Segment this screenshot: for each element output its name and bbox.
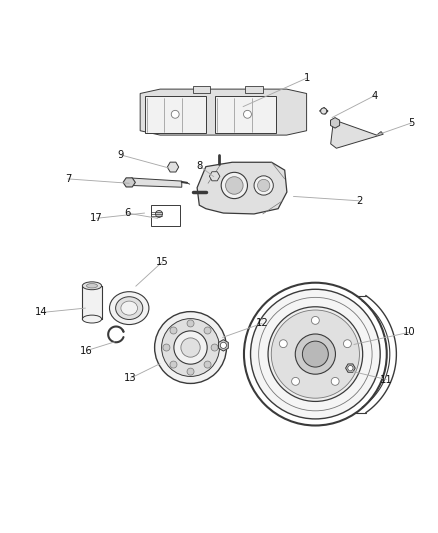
Circle shape <box>254 176 273 195</box>
Circle shape <box>170 327 177 334</box>
Text: 17: 17 <box>90 213 103 223</box>
Circle shape <box>292 377 300 385</box>
Polygon shape <box>331 121 383 148</box>
Circle shape <box>174 331 207 364</box>
Text: 2: 2 <box>356 196 362 206</box>
Text: 16: 16 <box>80 345 93 356</box>
Text: 10: 10 <box>403 327 416 337</box>
Circle shape <box>221 172 247 199</box>
Polygon shape <box>123 178 135 187</box>
Text: 11: 11 <box>380 375 393 384</box>
Polygon shape <box>140 89 307 135</box>
Polygon shape <box>346 364 355 372</box>
Circle shape <box>169 163 177 172</box>
Ellipse shape <box>82 282 102 290</box>
Circle shape <box>331 377 339 385</box>
Bar <box>193 86 210 93</box>
Text: 5: 5 <box>409 118 415 128</box>
Circle shape <box>311 317 319 325</box>
Bar <box>245 86 263 93</box>
Circle shape <box>258 179 270 191</box>
Circle shape <box>204 327 211 334</box>
Polygon shape <box>167 162 179 172</box>
Text: 13: 13 <box>124 373 137 383</box>
Circle shape <box>268 307 363 401</box>
Text: 7: 7 <box>65 174 71 184</box>
Circle shape <box>251 289 380 419</box>
Ellipse shape <box>82 315 102 323</box>
Polygon shape <box>219 340 228 351</box>
Circle shape <box>170 361 177 368</box>
Circle shape <box>220 342 226 349</box>
Circle shape <box>302 341 328 367</box>
Circle shape <box>343 340 351 348</box>
Polygon shape <box>209 172 220 181</box>
Ellipse shape <box>110 292 149 325</box>
Circle shape <box>181 338 200 357</box>
Circle shape <box>187 320 194 327</box>
Circle shape <box>171 110 179 118</box>
Circle shape <box>226 177 243 194</box>
Circle shape <box>279 340 287 348</box>
Text: 9: 9 <box>117 150 124 160</box>
Circle shape <box>163 344 170 351</box>
Circle shape <box>348 366 353 371</box>
Text: 6: 6 <box>124 208 130 218</box>
Text: 12: 12 <box>255 318 268 328</box>
Bar <box>215 96 276 133</box>
Bar <box>145 96 206 133</box>
Circle shape <box>155 312 226 383</box>
Text: 4: 4 <box>371 91 378 101</box>
Ellipse shape <box>86 284 97 288</box>
Circle shape <box>211 344 218 351</box>
Circle shape <box>187 368 194 375</box>
Polygon shape <box>129 178 182 187</box>
Polygon shape <box>331 118 339 128</box>
Text: 15: 15 <box>155 257 169 267</box>
Circle shape <box>162 319 219 376</box>
Circle shape <box>244 110 251 118</box>
Ellipse shape <box>121 301 138 315</box>
Text: 1: 1 <box>304 73 310 83</box>
Bar <box>82 286 102 319</box>
Ellipse shape <box>116 297 143 319</box>
Circle shape <box>211 172 219 180</box>
Circle shape <box>295 334 336 374</box>
Circle shape <box>204 361 211 368</box>
Text: 14: 14 <box>35 308 48 318</box>
Circle shape <box>271 310 360 398</box>
Polygon shape <box>197 162 287 214</box>
Circle shape <box>321 108 327 114</box>
Bar <box>151 205 180 226</box>
Circle shape <box>155 211 162 217</box>
Text: 8: 8 <box>196 161 202 171</box>
